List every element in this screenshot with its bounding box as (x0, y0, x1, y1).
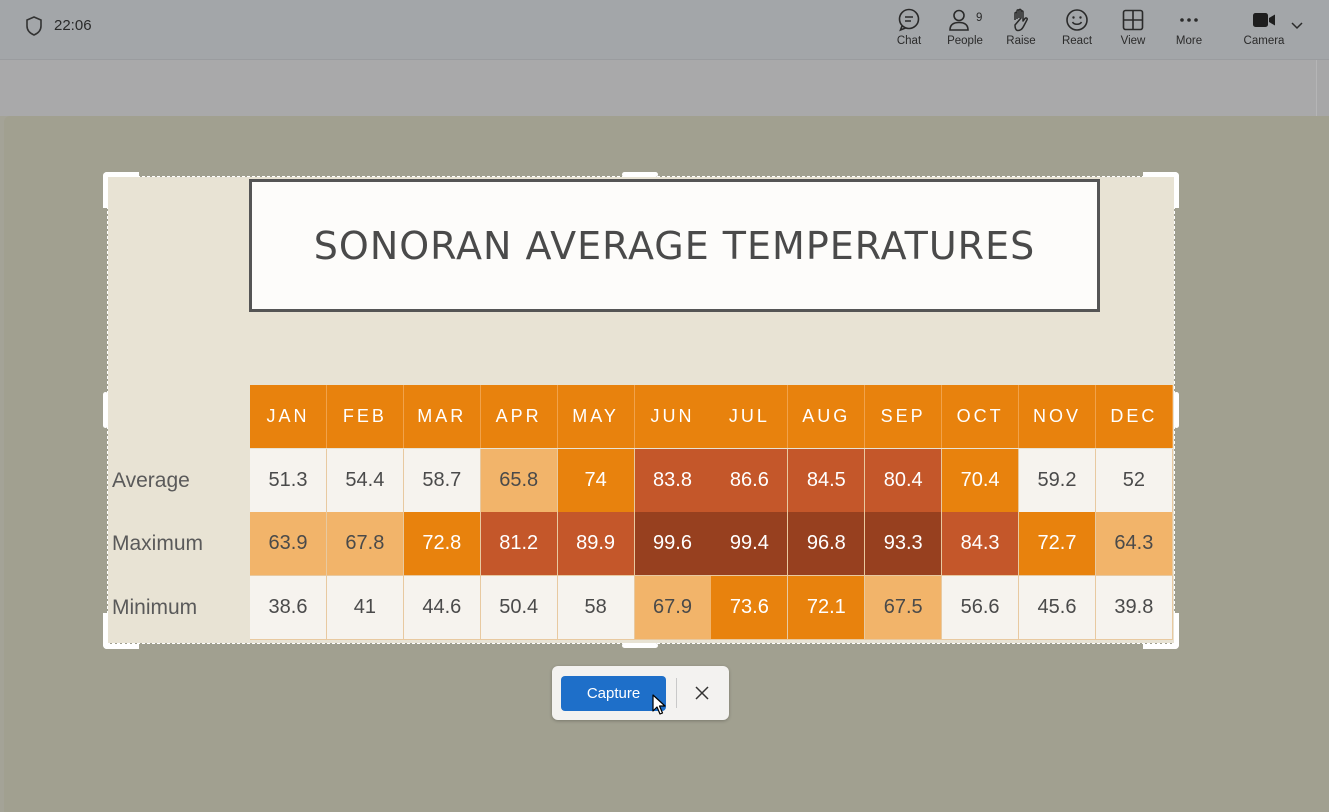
month-header-jun: JUN (634, 385, 712, 448)
cell-maximum-oct: 84.3 (942, 512, 1020, 577)
resize-handle-bottom-left[interactable] (103, 613, 139, 649)
cell-maximum-jul: 99.4 (711, 512, 789, 577)
people-count: 9 (976, 12, 983, 24)
cell-maximum-jan: 63.9 (250, 512, 327, 577)
grid-icon (1122, 9, 1144, 31)
month-header-jan: JAN (250, 385, 327, 448)
month-header-apr: APR (480, 385, 558, 448)
raise-hand-button[interactable]: Raise (993, 4, 1049, 54)
cell-maximum-may: 89.9 (557, 512, 635, 577)
more-button[interactable]: More (1161, 4, 1217, 54)
resize-handle-left[interactable] (103, 392, 108, 428)
react-label: React (1061, 35, 1093, 47)
cell-average-jan: 51.3 (250, 448, 327, 513)
month-header-feb: FEB (326, 385, 404, 448)
cell-average-feb: 54.4 (326, 448, 404, 513)
month-header-aug: AUG (788, 385, 866, 448)
cell-minimum-feb: 41 (326, 576, 404, 641)
cell-average-mar: 58.7 (403, 448, 481, 513)
row-label-average: Average (112, 469, 190, 492)
cell-average-may: 74 (557, 448, 635, 513)
camera-label: Camera (1243, 35, 1285, 47)
cell-average-jul: 86.6 (711, 448, 789, 513)
close-icon[interactable] (690, 681, 714, 705)
people-icon (949, 9, 970, 31)
month-header-oct: OCT (942, 385, 1020, 448)
view-label: View (1120, 35, 1146, 47)
month-header-nov: NOV (1019, 385, 1096, 448)
month-header-jul: JUL (711, 385, 789, 448)
more-label: More (1175, 35, 1203, 47)
resize-handle-bottom-right[interactable] (1143, 613, 1179, 649)
react-button[interactable]: React (1049, 4, 1105, 54)
view-button[interactable]: View (1105, 4, 1161, 54)
month-header-dec: DEC (1095, 385, 1173, 448)
cell-minimum-nov: 45.6 (1019, 576, 1096, 641)
cell-maximum-apr: 81.2 (480, 512, 558, 577)
meeting-stage-header (0, 60, 1329, 116)
row-label-maximum: Maximum (112, 532, 204, 555)
cell-average-nov: 59.2 (1019, 448, 1096, 513)
cell-maximum-sep: 93.3 (865, 512, 943, 577)
chat-icon (898, 8, 920, 32)
resize-handle-bottom[interactable] (622, 643, 658, 648)
more-icon (1180, 18, 1198, 22)
cell-minimum-may: 58 (557, 576, 635, 641)
chevron-down-icon[interactable] (1290, 20, 1304, 30)
slide-title: SONORAN AVERAGE TEMPERATURES (313, 223, 1036, 268)
chat-button[interactable]: Chat (881, 4, 937, 54)
cell-minimum-sep: 67.5 (865, 576, 943, 641)
cell-average-jun: 83.8 (634, 448, 712, 513)
raise-label: Raise (1006, 35, 1036, 47)
cell-average-apr: 65.8 (480, 448, 558, 513)
cell-average-aug: 84.5 (788, 448, 866, 513)
camera-button[interactable]: Camera (1236, 4, 1292, 54)
meeting-timer: 22:06 (54, 17, 92, 34)
cell-average-oct: 70.4 (942, 448, 1020, 513)
cell-maximum-feb: 67.8 (326, 512, 404, 577)
cell-average-sep: 80.4 (865, 448, 943, 513)
smiley-icon (1066, 9, 1088, 31)
cell-maximum-nov: 72.7 (1019, 512, 1096, 577)
capture-popup: Capture (552, 666, 729, 720)
meeting-toolbar: 22:06 Chat 9 People Raise React (0, 0, 1329, 60)
capture-button[interactable]: Capture (561, 676, 666, 711)
popup-divider (676, 678, 677, 708)
cell-maximum-dec: 64.3 (1095, 512, 1173, 577)
resize-handle-top-left[interactable] (103, 172, 139, 208)
cell-minimum-apr: 50.4 (480, 576, 558, 641)
stage-scrollbar[interactable] (1316, 60, 1329, 116)
cell-maximum-mar: 72.8 (403, 512, 481, 577)
camera-icon (1253, 13, 1275, 27)
resize-handle-top[interactable] (622, 172, 658, 177)
chat-label: Chat (896, 35, 922, 47)
month-header-sep: SEP (865, 385, 943, 448)
cell-maximum-aug: 96.8 (788, 512, 866, 577)
people-button[interactable]: 9 People (937, 4, 993, 54)
raise-hand-icon (1014, 8, 1028, 32)
row-label-minimum: Minimum (112, 596, 198, 619)
cell-minimum-jul: 73.6 (711, 576, 789, 641)
people-label: People (947, 35, 983, 47)
cell-minimum-jun: 67.9 (634, 576, 712, 641)
cell-minimum-dec: 39.8 (1095, 576, 1173, 641)
resize-handle-top-right[interactable] (1143, 172, 1179, 208)
mouse-cursor-icon (652, 694, 666, 715)
cell-minimum-jan: 38.6 (250, 576, 327, 641)
cell-average-dec: 52 (1095, 448, 1173, 513)
month-header-mar: MAR (403, 385, 481, 448)
slide-title-box: SONORAN AVERAGE TEMPERATURES (249, 179, 1100, 312)
resize-handle-right[interactable] (1174, 392, 1179, 428)
cell-minimum-mar: 44.6 (403, 576, 481, 641)
cell-minimum-aug: 72.1 (788, 576, 866, 641)
cell-maximum-jun: 99.6 (634, 512, 712, 577)
month-header-may: MAY (557, 385, 635, 448)
cell-minimum-oct: 56.6 (942, 576, 1020, 641)
shield-icon (26, 16, 42, 36)
